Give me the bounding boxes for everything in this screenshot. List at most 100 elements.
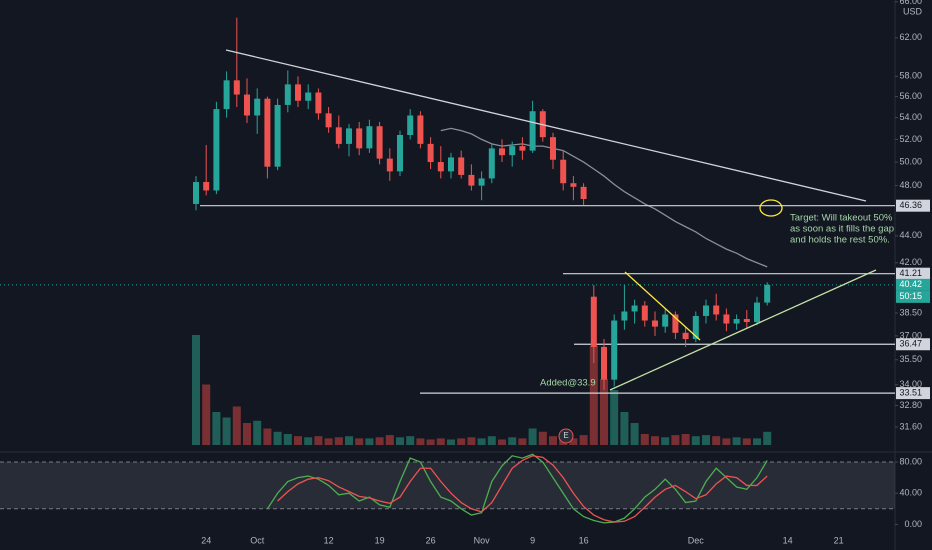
candle-body (417, 115, 424, 144)
stoch-d (277, 455, 768, 523)
x-tick-label: Nov (474, 535, 491, 545)
volume-bar (620, 412, 629, 445)
y-tick-label: 38.50 (899, 307, 922, 317)
level-badge (896, 267, 930, 280)
volume-bar (610, 390, 619, 445)
volume-bar (508, 437, 517, 445)
candle-body (560, 159, 567, 184)
annotation: and holds the rest 50%. (790, 235, 890, 246)
volume-bar (263, 428, 272, 445)
candle-body (611, 320, 618, 380)
trend-line (624, 271, 701, 341)
candle-body (305, 92, 312, 101)
candle-body (509, 146, 516, 156)
candle-body (386, 158, 393, 172)
volume-bar (763, 431, 772, 445)
trend-line (609, 269, 877, 391)
candle-body (723, 314, 730, 324)
volume-bar (661, 437, 670, 445)
volume-bar (640, 434, 649, 445)
moving-average (440, 127, 768, 268)
volume-bar (579, 435, 588, 445)
volume-bar (294, 436, 302, 445)
y-tick-label: 32.80 (899, 400, 922, 410)
candle-body (397, 134, 403, 172)
candle-body (203, 182, 210, 191)
candle-body (499, 148, 505, 156)
volume-bar (518, 438, 527, 445)
x-tick-label: 14 (783, 535, 793, 545)
level-badge (896, 199, 930, 212)
volume-bar (396, 437, 404, 445)
x-tick-label: 19 (375, 535, 385, 545)
candle-body (346, 128, 352, 144)
y-tick-label: 31.60 (899, 421, 922, 431)
candle-body (621, 311, 628, 321)
y-tick-label: 48.00 (899, 180, 922, 190)
earnings-icon (558, 428, 574, 444)
volume-bar (253, 420, 262, 445)
candle-body (733, 318, 740, 324)
candle-body (437, 162, 444, 172)
trend-line (225, 49, 867, 202)
candle-body (284, 84, 291, 105)
last-price-badge (896, 278, 930, 291)
candle-body (754, 302, 760, 323)
candle-body (692, 315, 699, 340)
volume-bar (243, 423, 251, 445)
candle-body (580, 186, 587, 200)
volume-bar (426, 439, 435, 445)
y-tick-label: 56.00 (899, 91, 922, 101)
volume-bar (334, 437, 343, 445)
x-tick-label: 24 (201, 535, 211, 545)
candle-body (478, 178, 485, 186)
candle-body (295, 84, 301, 101)
y-tick-label: 44.00 (899, 230, 922, 240)
volume-bar (324, 438, 333, 445)
y-tick-label: 50.00 (899, 156, 922, 166)
y-tick-label: 62.00 (899, 32, 922, 42)
earnings-marker: E (563, 431, 568, 440)
candle-body (662, 314, 669, 327)
volume-bar (345, 436, 353, 445)
volume-bar (477, 438, 486, 445)
level-badge (896, 338, 930, 351)
volume-bar (447, 439, 455, 445)
volume-bar (651, 436, 659, 445)
drawings: E Target: Will takeout 50% as soon as it… (225, 49, 894, 444)
candle-body (590, 296, 597, 347)
x-tick-label: Oct (250, 535, 265, 545)
volume-bar (487, 436, 496, 445)
candle-body (335, 127, 342, 144)
volume-bar (192, 335, 200, 445)
volume-bar (304, 437, 313, 445)
candle-body (407, 115, 414, 135)
candle-body (703, 305, 709, 316)
y-tick-label: 66.00 (899, 0, 922, 6)
volume-bar (722, 438, 731, 445)
candle-body (672, 314, 679, 333)
x-tick-label: 12 (324, 535, 334, 545)
volume-bar (589, 346, 598, 445)
volume-bar (416, 438, 425, 445)
candle-body (315, 92, 322, 114)
candle-body (519, 146, 526, 151)
y-tick-label: 58.00 (899, 71, 922, 81)
volume-bar (406, 436, 415, 445)
annotation: Added@33.9 (540, 378, 596, 389)
annotation: Target: Will takeout 50% (790, 213, 893, 224)
countdown-label: 50:15 (899, 291, 922, 301)
volume-bar (732, 437, 741, 445)
candle-body (213, 109, 220, 191)
candle-body (652, 320, 658, 327)
candle-body (458, 157, 465, 175)
x-tick-label: 16 (579, 535, 589, 545)
volume-bar (681, 434, 690, 445)
volume-bar (222, 417, 231, 445)
candle-body (641, 305, 648, 321)
x-tick-label: 21 (834, 535, 844, 545)
volume-bar (569, 438, 578, 445)
candle-body (764, 284, 771, 303)
candle-body (713, 305, 720, 315)
